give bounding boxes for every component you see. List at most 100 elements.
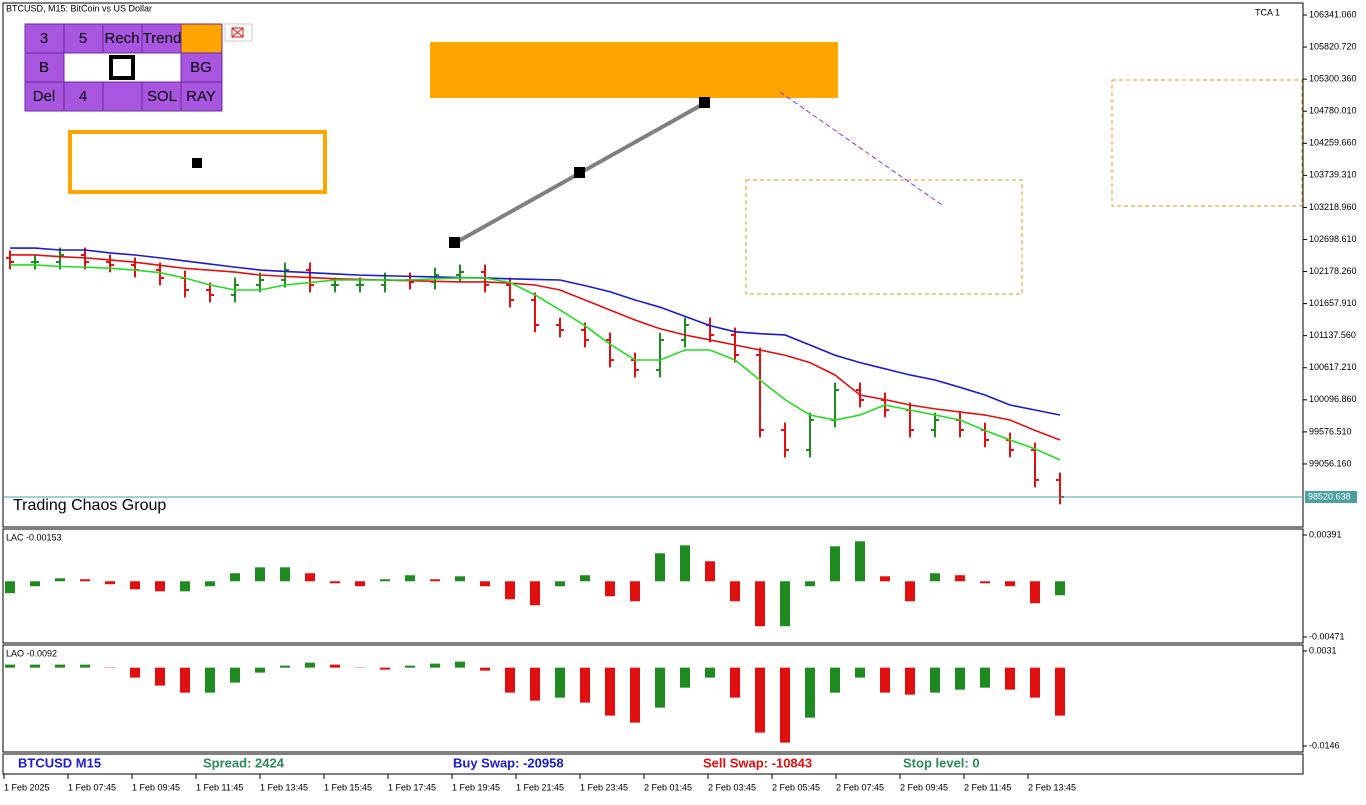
y-tick-label: 100617.210 [1309, 362, 1357, 372]
histogram-bar [505, 581, 515, 599]
histogram-bar [755, 581, 765, 626]
x-tick-label: 2 Feb 03:45 [708, 782, 756, 792]
histogram-bar [105, 581, 115, 584]
histogram-bar [30, 581, 40, 586]
histogram-bar [705, 561, 715, 581]
histogram-bar [330, 665, 340, 668]
x-tick-label: 1 Feb 13:45 [260, 782, 308, 792]
button-label: 4 [79, 88, 87, 105]
indicator-title: LAC -0.00153 [6, 532, 62, 542]
button-label: 5 [79, 30, 87, 47]
status-bar [3, 754, 1303, 774]
histogram-bar [355, 581, 365, 586]
y-tick-label: 102698.610 [1309, 234, 1357, 244]
indicator-title: LAO -0.0092 [6, 648, 57, 658]
y-tick-label: 106341.060 [1309, 9, 1357, 19]
histogram-bar [780, 668, 790, 743]
button[interactable] [103, 82, 142, 111]
color-button[interactable] [181, 24, 222, 53]
handle [449, 237, 460, 248]
histogram-bar [980, 668, 990, 688]
handle [699, 97, 710, 108]
x-tick-label: 2 Feb 01:45 [644, 782, 692, 792]
histogram-bar [780, 581, 790, 626]
y-tick-label: -0.00471 [1309, 631, 1345, 641]
button-label: Rech [104, 30, 139, 47]
button-label: Del [33, 88, 56, 105]
button-label: BG [190, 59, 212, 76]
histogram-bar [605, 668, 615, 716]
x-tick-label: 2 Feb 05:45 [772, 782, 820, 792]
handle [574, 167, 585, 178]
expert-name: TCA 1 [1255, 7, 1280, 17]
status-stop-level: Stop level: 0 [903, 755, 980, 770]
histogram-bar [1030, 668, 1040, 698]
button-label: B [39, 59, 49, 76]
last-price-label: 98520.638 [1308, 491, 1351, 501]
histogram-bar [180, 581, 190, 591]
x-tick-label: 1 Feb 09:45 [132, 782, 180, 792]
histogram-bar [1005, 668, 1015, 690]
histogram-bar [305, 573, 315, 581]
histogram-bar [555, 581, 565, 586]
y-tick-label: 103739.310 [1309, 170, 1357, 180]
histogram-bar [605, 581, 615, 596]
button-label: RAY [186, 88, 216, 105]
y-tick-label: -0.0146 [1309, 740, 1340, 750]
histogram-bar [630, 581, 640, 601]
watermark: Trading Chaos Group [13, 497, 166, 514]
rectangle-object[interactable] [430, 42, 838, 98]
histogram-bar [580, 668, 590, 703]
x-tick-label: 1 Feb 15:45 [324, 782, 372, 792]
button-label: Trend [143, 30, 182, 47]
histogram-bar [330, 581, 340, 583]
histogram-bar [55, 578, 65, 581]
histogram-bar [130, 668, 140, 678]
histogram-bar [5, 581, 15, 593]
button-label: SOL [147, 88, 177, 105]
ao-panel [3, 645, 1303, 752]
x-tick-label: 1 Feb 17:45 [388, 782, 436, 792]
histogram-bar [280, 567, 290, 581]
status-symbol: BTCUSD M15 [18, 755, 101, 770]
histogram-bar [1055, 581, 1065, 595]
histogram-bar [680, 545, 690, 581]
histogram-bar [155, 581, 165, 591]
y-tick-label: 102178.260 [1309, 266, 1357, 276]
histogram-bar [405, 575, 415, 581]
button-label: 3 [40, 30, 48, 47]
x-tick-label: 1 Feb 07:45 [68, 782, 116, 792]
histogram-bar [655, 668, 665, 708]
x-tick-label: 2 Feb 09:45 [900, 782, 948, 792]
close-button[interactable] [225, 24, 252, 41]
histogram-bar [880, 576, 890, 581]
histogram-bar [380, 668, 390, 670]
histogram-bar [480, 581, 490, 586]
histogram-bar [905, 581, 915, 601]
histogram-bar [205, 581, 215, 586]
toolbar: 3 5 Rech Trend B BG Del 4 SOL RAY [25, 24, 252, 111]
y-tick-label: 101137.560 [1309, 330, 1356, 340]
histogram-bar [930, 668, 940, 693]
histogram-bar [55, 665, 65, 668]
histogram-bar [305, 663, 315, 668]
y-tick-label: 101657.910 [1309, 298, 1357, 308]
histogram-bar [255, 567, 265, 581]
ac-panel [3, 529, 1303, 643]
y-tick-label: 0.00391 [1309, 529, 1342, 539]
y-tick-label: 99056.160 [1309, 458, 1352, 468]
histogram-bar [805, 668, 815, 718]
histogram-bar [1030, 581, 1040, 603]
histogram-bar [180, 668, 190, 693]
x-tick-label: 1 Feb 23:45 [580, 782, 628, 792]
histogram-bar [855, 668, 865, 678]
histogram-bar [155, 668, 165, 686]
histogram-bar [30, 665, 40, 668]
status-buy-swap: Buy Swap: -20958 [453, 755, 564, 770]
y-tick-label: 0.0031 [1309, 645, 1337, 655]
histogram-bar [655, 553, 665, 581]
x-tick-label: 1 Feb 2025 [4, 782, 50, 792]
histogram-bar [730, 581, 740, 601]
handle [192, 158, 202, 168]
